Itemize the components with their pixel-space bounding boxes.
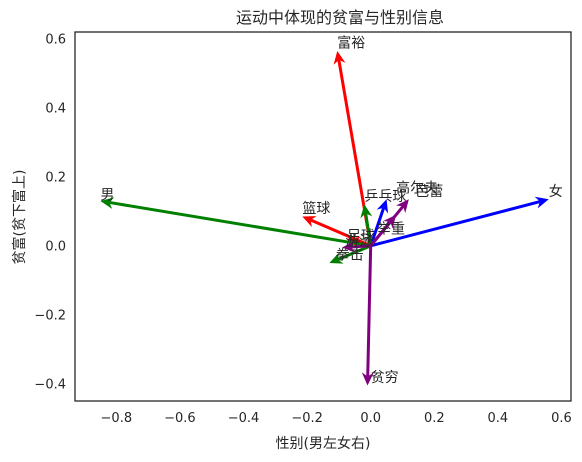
- word-label-82ad857e: 芭蕾: [415, 183, 443, 200]
- word-label-5bcc88d5: 富裕: [337, 35, 365, 52]
- arrow-head: [376, 199, 389, 214]
- arrow-5973: [370, 196, 549, 248]
- word-label-4e3e91cd: 举重: [377, 222, 405, 238]
- y-tick-label: 0.2: [45, 170, 66, 185]
- arrow-head: [360, 204, 373, 219]
- x-tick-label: 0.4: [488, 411, 509, 426]
- y-tick-label: 0.0: [45, 239, 66, 254]
- arrow-head: [383, 214, 397, 229]
- x-tick-label: −0.2: [291, 411, 323, 426]
- arrow-4e3e91cd: [360, 204, 373, 247]
- word-label-5973: 女: [549, 183, 563, 200]
- y-axis-label: 贫富(贫下富上): [11, 170, 28, 265]
- arrow-head: [395, 199, 409, 214]
- arrow-shaft: [109, 200, 371, 248]
- arrow-head: [100, 197, 115, 210]
- y-axis-ticks: −0.4 −0.2 0.0 0.2 0.4 0.6: [34, 32, 66, 392]
- word-label-6e386cf3: 游泳: [345, 234, 373, 250]
- arrow-7537: [100, 197, 371, 248]
- word-label-8db37403: 足球: [347, 229, 375, 245]
- word-label-62f351fb: 拳击: [336, 248, 364, 264]
- chart-title: 运动中体现的贫富与性别信息: [236, 8, 444, 27]
- y-tick-label: −0.4: [34, 377, 66, 392]
- arrow-shaft: [370, 200, 541, 248]
- x-tick-label: 0.0: [360, 411, 381, 426]
- x-tick-label: −0.6: [164, 411, 196, 426]
- x-tick-label: 0.6: [551, 411, 572, 426]
- word-label-8d2b7a77: 贫穷: [371, 370, 399, 386]
- arrow-shaft: [369, 220, 392, 247]
- arrow-shaft: [364, 213, 373, 247]
- y-tick-label: −0.2: [34, 308, 66, 323]
- word-label-9ad85c14592b: 高尔夫: [396, 179, 438, 196]
- arrow-6e386cf3: [342, 240, 371, 253]
- x-tick-label: −0.4: [228, 411, 260, 426]
- x-axis-ticks: −0.8 −0.6 −0.4 −0.2 0.0 0.2 0.4 0.6: [101, 411, 572, 426]
- arrow-shaft: [350, 244, 371, 249]
- arrow-82ad857e: [369, 214, 397, 247]
- arrow-shaft: [369, 207, 386, 247]
- x-tick-label: 0.2: [424, 411, 445, 426]
- word-label-7bee7403: 篮球: [302, 201, 330, 217]
- y-tick-label: 0.6: [45, 32, 66, 47]
- arrow-head: [534, 196, 549, 209]
- word-label-7537: 男: [100, 187, 114, 203]
- y-tick-label: 0.4: [45, 101, 66, 116]
- plot-frame: [74, 31, 572, 402]
- arrow-head: [333, 50, 346, 65]
- arrow-head: [329, 252, 344, 264]
- arrow-layer: [100, 50, 549, 386]
- arrow-4e524e537403: [369, 199, 389, 247]
- arrow-head: [302, 216, 317, 228]
- arrow-head: [361, 372, 374, 386]
- arrow-8d2b7a77: [361, 245, 374, 386]
- arrow-shaft: [366, 245, 373, 377]
- x-axis-label: 性别(男左女右): [276, 435, 371, 452]
- x-tick-label: −0.8: [101, 411, 133, 426]
- word-label-4e524e537403: 乒乓球: [364, 189, 406, 205]
- arrow-head: [342, 240, 356, 253]
- arrow-shaft: [337, 244, 372, 261]
- arrow-62f351fb: [329, 244, 372, 264]
